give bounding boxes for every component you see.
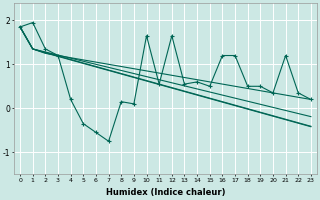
X-axis label: Humidex (Indice chaleur): Humidex (Indice chaleur) xyxy=(106,188,225,197)
